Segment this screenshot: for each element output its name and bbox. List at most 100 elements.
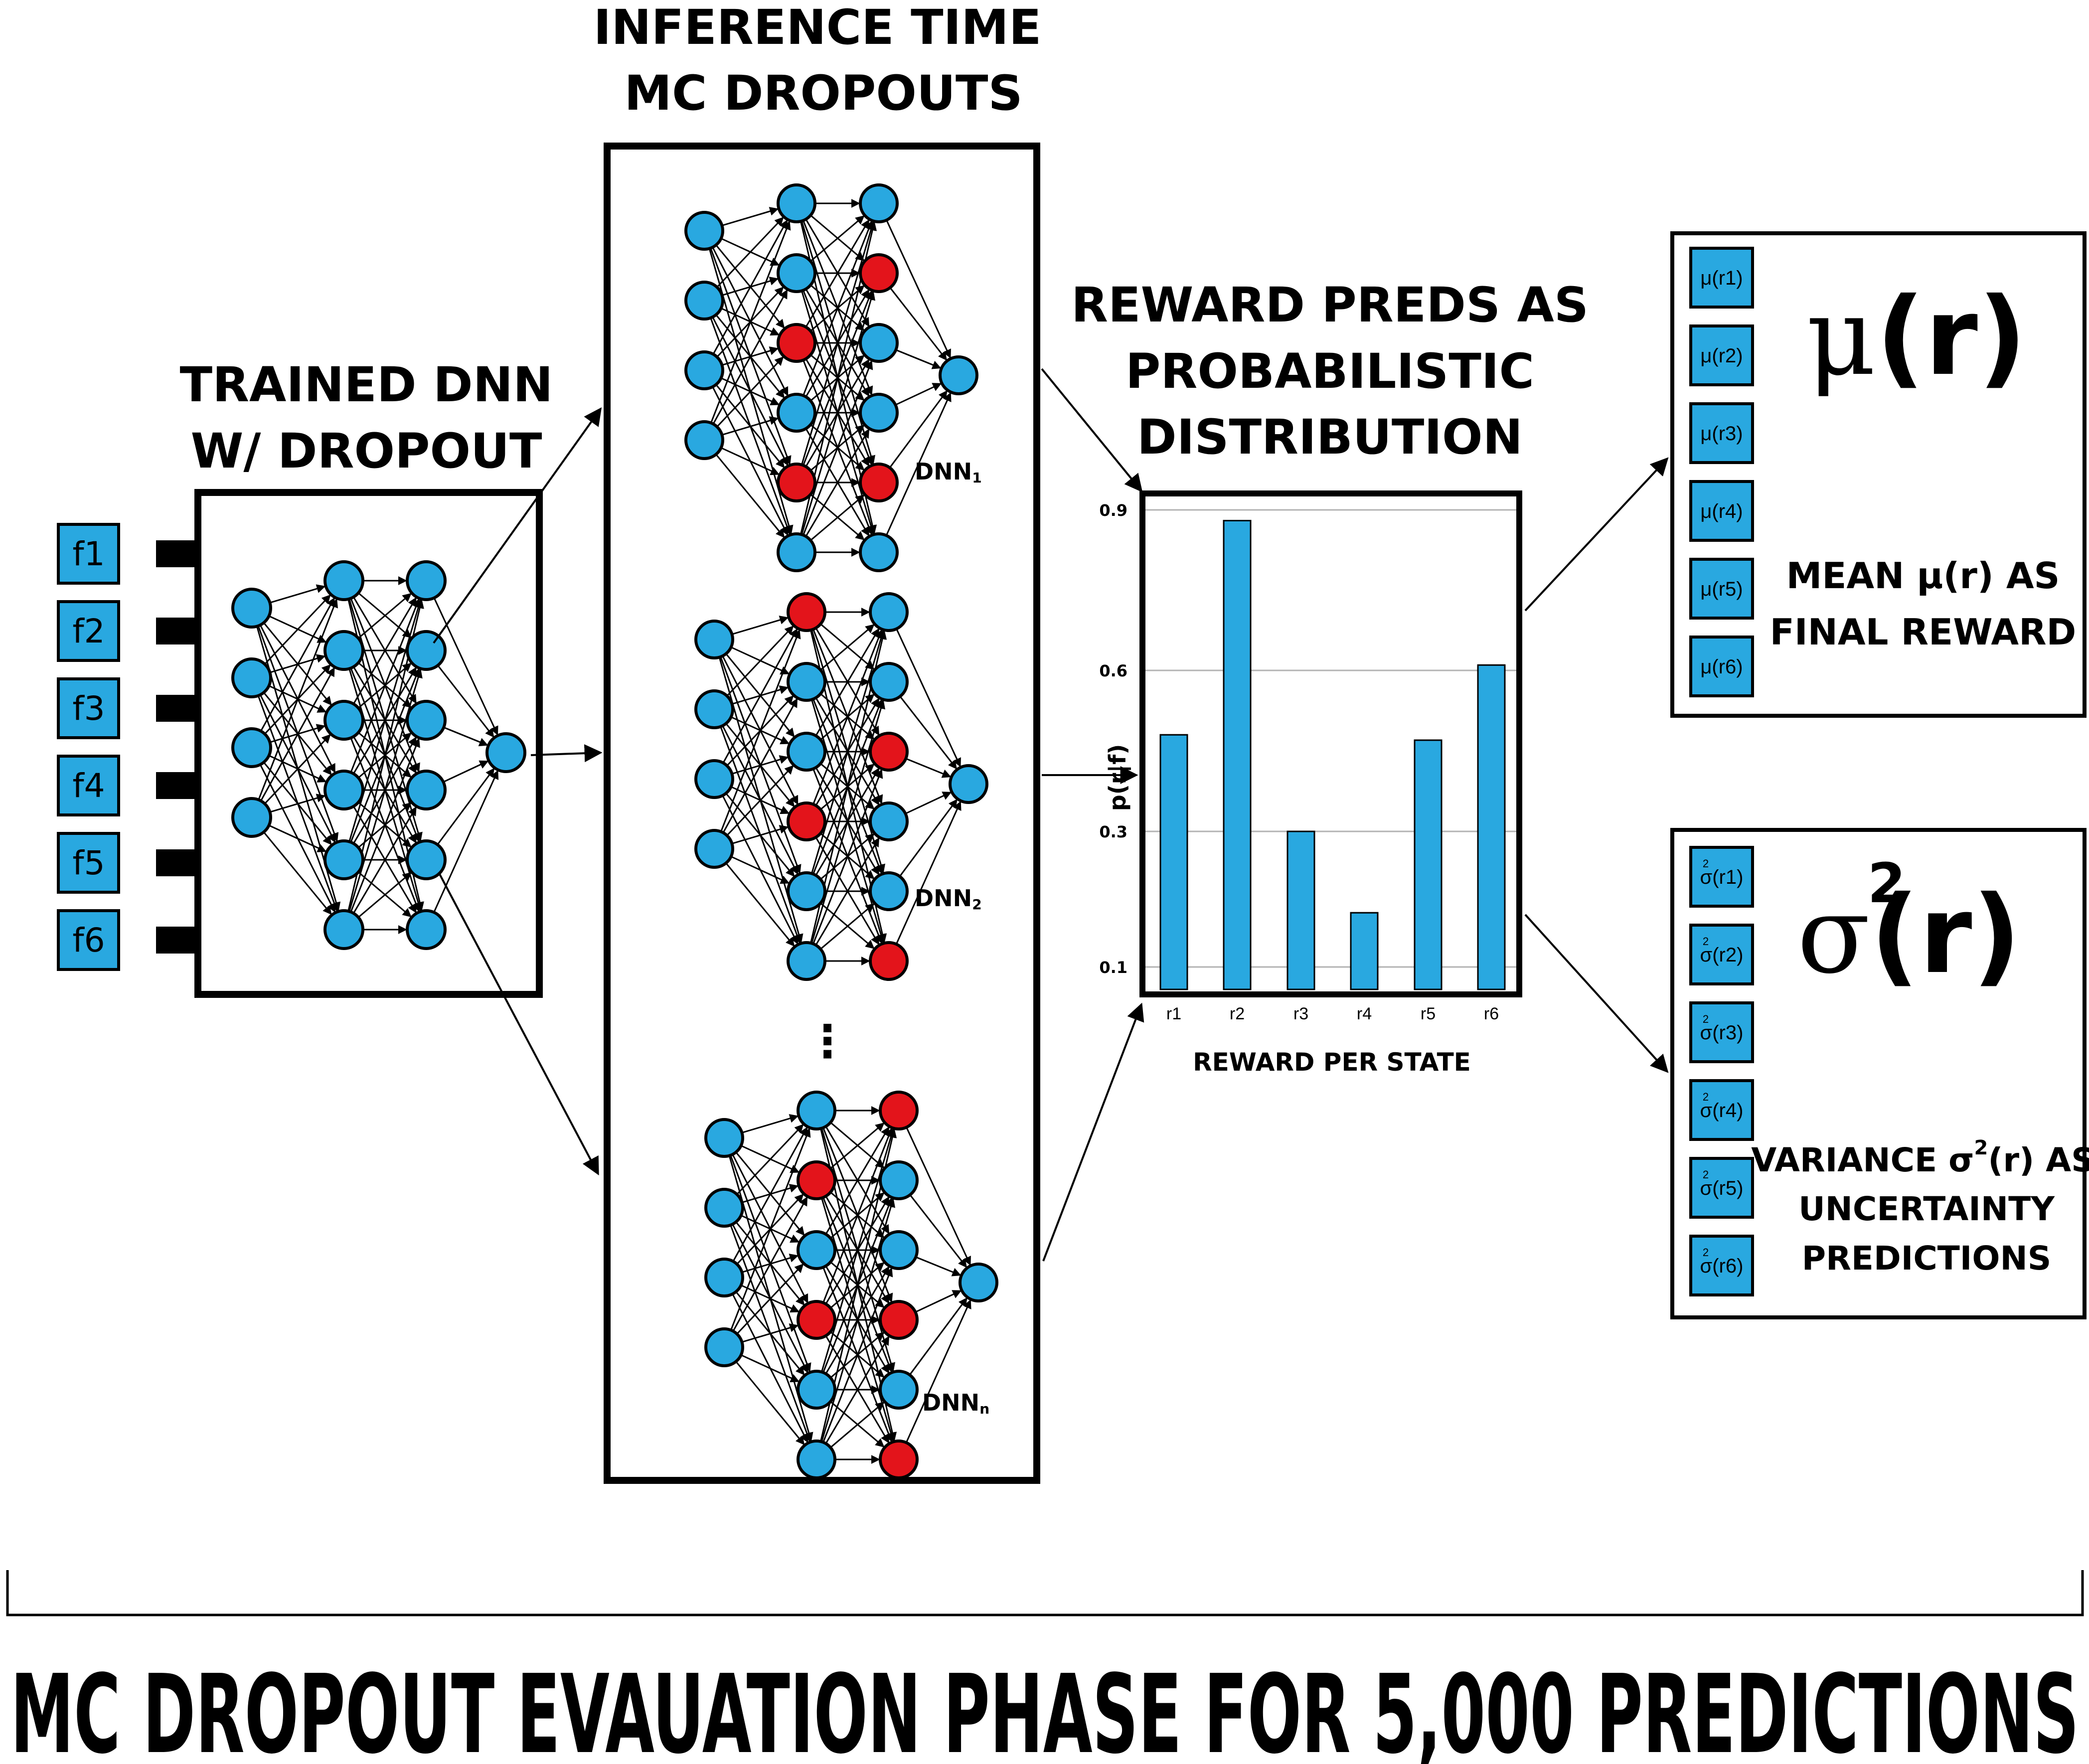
mc-dnn-3-edges — [728, 1106, 971, 1464]
mc-dnn-label-base: DNN — [915, 885, 972, 912]
y-tick-label: 0.1 — [1099, 958, 1127, 977]
neuron — [869, 592, 909, 632]
variance-caption-line3: PREDICTIONS — [1802, 1239, 2052, 1278]
edge — [260, 667, 335, 802]
edge — [722, 698, 798, 833]
edge — [726, 765, 794, 836]
edge — [358, 872, 412, 918]
variance-big-sup: 2 — [1868, 851, 1906, 915]
mc-dnn-3-nodes — [704, 1091, 998, 1479]
edge — [268, 824, 327, 852]
mean-section: μ(r1) μ(r2) μ(r3) μ(r4) μ(r5) μ(r6) μ(r) MEAN… — [1670, 231, 2087, 718]
variance-cell — [1689, 846, 1754, 908]
dropped-neuron — [777, 323, 816, 363]
mc-dnn-label-base: DNN — [915, 458, 972, 485]
mean-big-r: (r) — [1876, 274, 2027, 399]
edge — [915, 1256, 962, 1277]
variance-big-symbol: σ — [1797, 872, 1870, 997]
edge — [810, 215, 865, 262]
neuron — [485, 732, 526, 773]
edge — [722, 416, 779, 436]
mean-box-5: μ(r5) — [1689, 558, 1754, 620]
neuron — [694, 689, 734, 729]
variance-cell-label: σ(r3) — [1700, 1022, 1744, 1044]
feature-box — [57, 755, 120, 816]
neuron — [231, 588, 272, 629]
edge — [433, 597, 498, 736]
mean-box-1: μ(r1) — [1689, 247, 1754, 309]
neuron — [323, 700, 364, 741]
mean-box-2: μ(r2) — [1689, 324, 1754, 386]
mean-caption-line2: FINAL REWARD — [1770, 611, 2077, 653]
variance-section: σ(r1)2σ(r2)2σ(r3)2σ(r4)2σ(r5)2σ(r6)2 σ(r… — [1670, 828, 2089, 1319]
edge — [712, 219, 788, 355]
dropped-neuron — [879, 1440, 919, 1479]
mean-box-6: μ(r6) — [1689, 636, 1754, 697]
trained-title-line2: W/ DROPOUT — [191, 423, 542, 479]
mc-dnn-label: DNNn — [922, 1389, 989, 1417]
variance-cell-sup: 2 — [1703, 1246, 1709, 1259]
edge — [889, 390, 948, 469]
edge — [820, 903, 875, 950]
feature-label: f2 — [72, 612, 105, 650]
variance-cell-label: σ(r5) — [1700, 1177, 1744, 1199]
edge — [269, 794, 326, 813]
mean-cell — [1689, 247, 1754, 309]
mean-big-symbol: μ — [1806, 274, 1876, 399]
edge — [909, 1297, 967, 1376]
neuron — [787, 662, 826, 702]
neuron — [859, 532, 899, 572]
edge — [805, 429, 870, 537]
variance-cell-sup: 2 — [1703, 1091, 1709, 1103]
neuron — [879, 1370, 919, 1410]
y-tick-label: 0.6 — [1099, 661, 1127, 680]
edge — [264, 594, 331, 665]
distribution-section: REWARD PREDS AS PROBABILISTIC DISTRIBUTI… — [1071, 277, 1589, 1077]
dropped-neuron — [879, 1091, 919, 1130]
variance-box-2: σ(r2)2 — [1689, 924, 1754, 985]
mean-big-label: μ(r) — [1806, 274, 2027, 399]
trained-title-line1: TRAINED DNN — [180, 357, 553, 413]
x-tick-label: r2 — [1230, 1004, 1245, 1023]
neuron — [231, 657, 272, 698]
edge — [720, 447, 780, 476]
edge — [716, 356, 784, 428]
edge — [915, 1290, 962, 1313]
feature-connector — [156, 540, 198, 567]
neuron — [323, 839, 364, 880]
edge — [350, 738, 420, 913]
mc-title-line1: INFERENCE TIME — [594, 0, 1042, 55]
edge — [715, 454, 785, 538]
edge — [258, 598, 338, 801]
neuron — [797, 1370, 836, 1410]
feature-f1: f1 — [57, 523, 198, 585]
variance-cell — [1689, 1079, 1754, 1141]
bar-r2 — [1223, 519, 1252, 990]
feature-connector — [156, 618, 198, 644]
variance-cell-label: σ(r2) — [1700, 944, 1744, 966]
dropped-neuron — [787, 592, 826, 632]
mean-cell-label: μ(r2) — [1700, 345, 1743, 367]
edge — [736, 1263, 804, 1335]
mc-dnn-3 — [704, 1091, 998, 1479]
dropped-neuron — [797, 1300, 836, 1340]
mean-boxes: μ(r1) μ(r2) μ(r3) μ(r4) μ(r5) μ(r6) — [1689, 247, 1754, 697]
edge — [811, 630, 886, 874]
feature-box — [57, 832, 120, 894]
edge — [350, 598, 420, 773]
neuron — [797, 1091, 836, 1130]
neuron — [406, 839, 447, 880]
footer-title: MC DROPOUT EVAUATION PHASE FOR 5,000 PRE… — [10, 1652, 2079, 1764]
neuron — [231, 727, 272, 768]
mc-dropout-box — [604, 143, 1040, 1484]
neuron — [694, 759, 734, 799]
edge — [735, 1361, 805, 1445]
variance-caption-a: VARIANCE σ — [1751, 1141, 1974, 1179]
edge — [264, 734, 331, 804]
mc-dnn-2-edges — [718, 608, 962, 965]
dropped-neuron — [787, 802, 826, 841]
arrow-to-dnn1 — [433, 407, 602, 644]
feature-f5: f5 — [57, 832, 198, 894]
neuron — [704, 1188, 744, 1228]
